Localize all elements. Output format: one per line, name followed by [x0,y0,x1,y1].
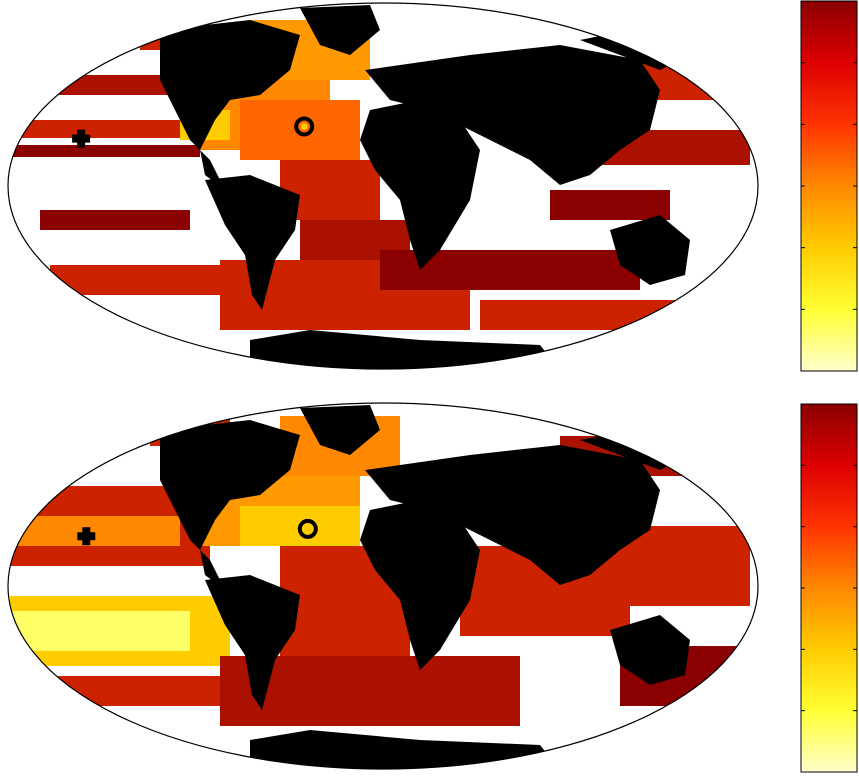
ring-marker-center [301,123,308,130]
ring-marker-center [304,525,311,532]
world-map-top [0,0,790,380]
colorbar-top [800,0,859,372]
world-map-bottom [0,396,790,776]
colorbar-bottom [800,403,859,773]
